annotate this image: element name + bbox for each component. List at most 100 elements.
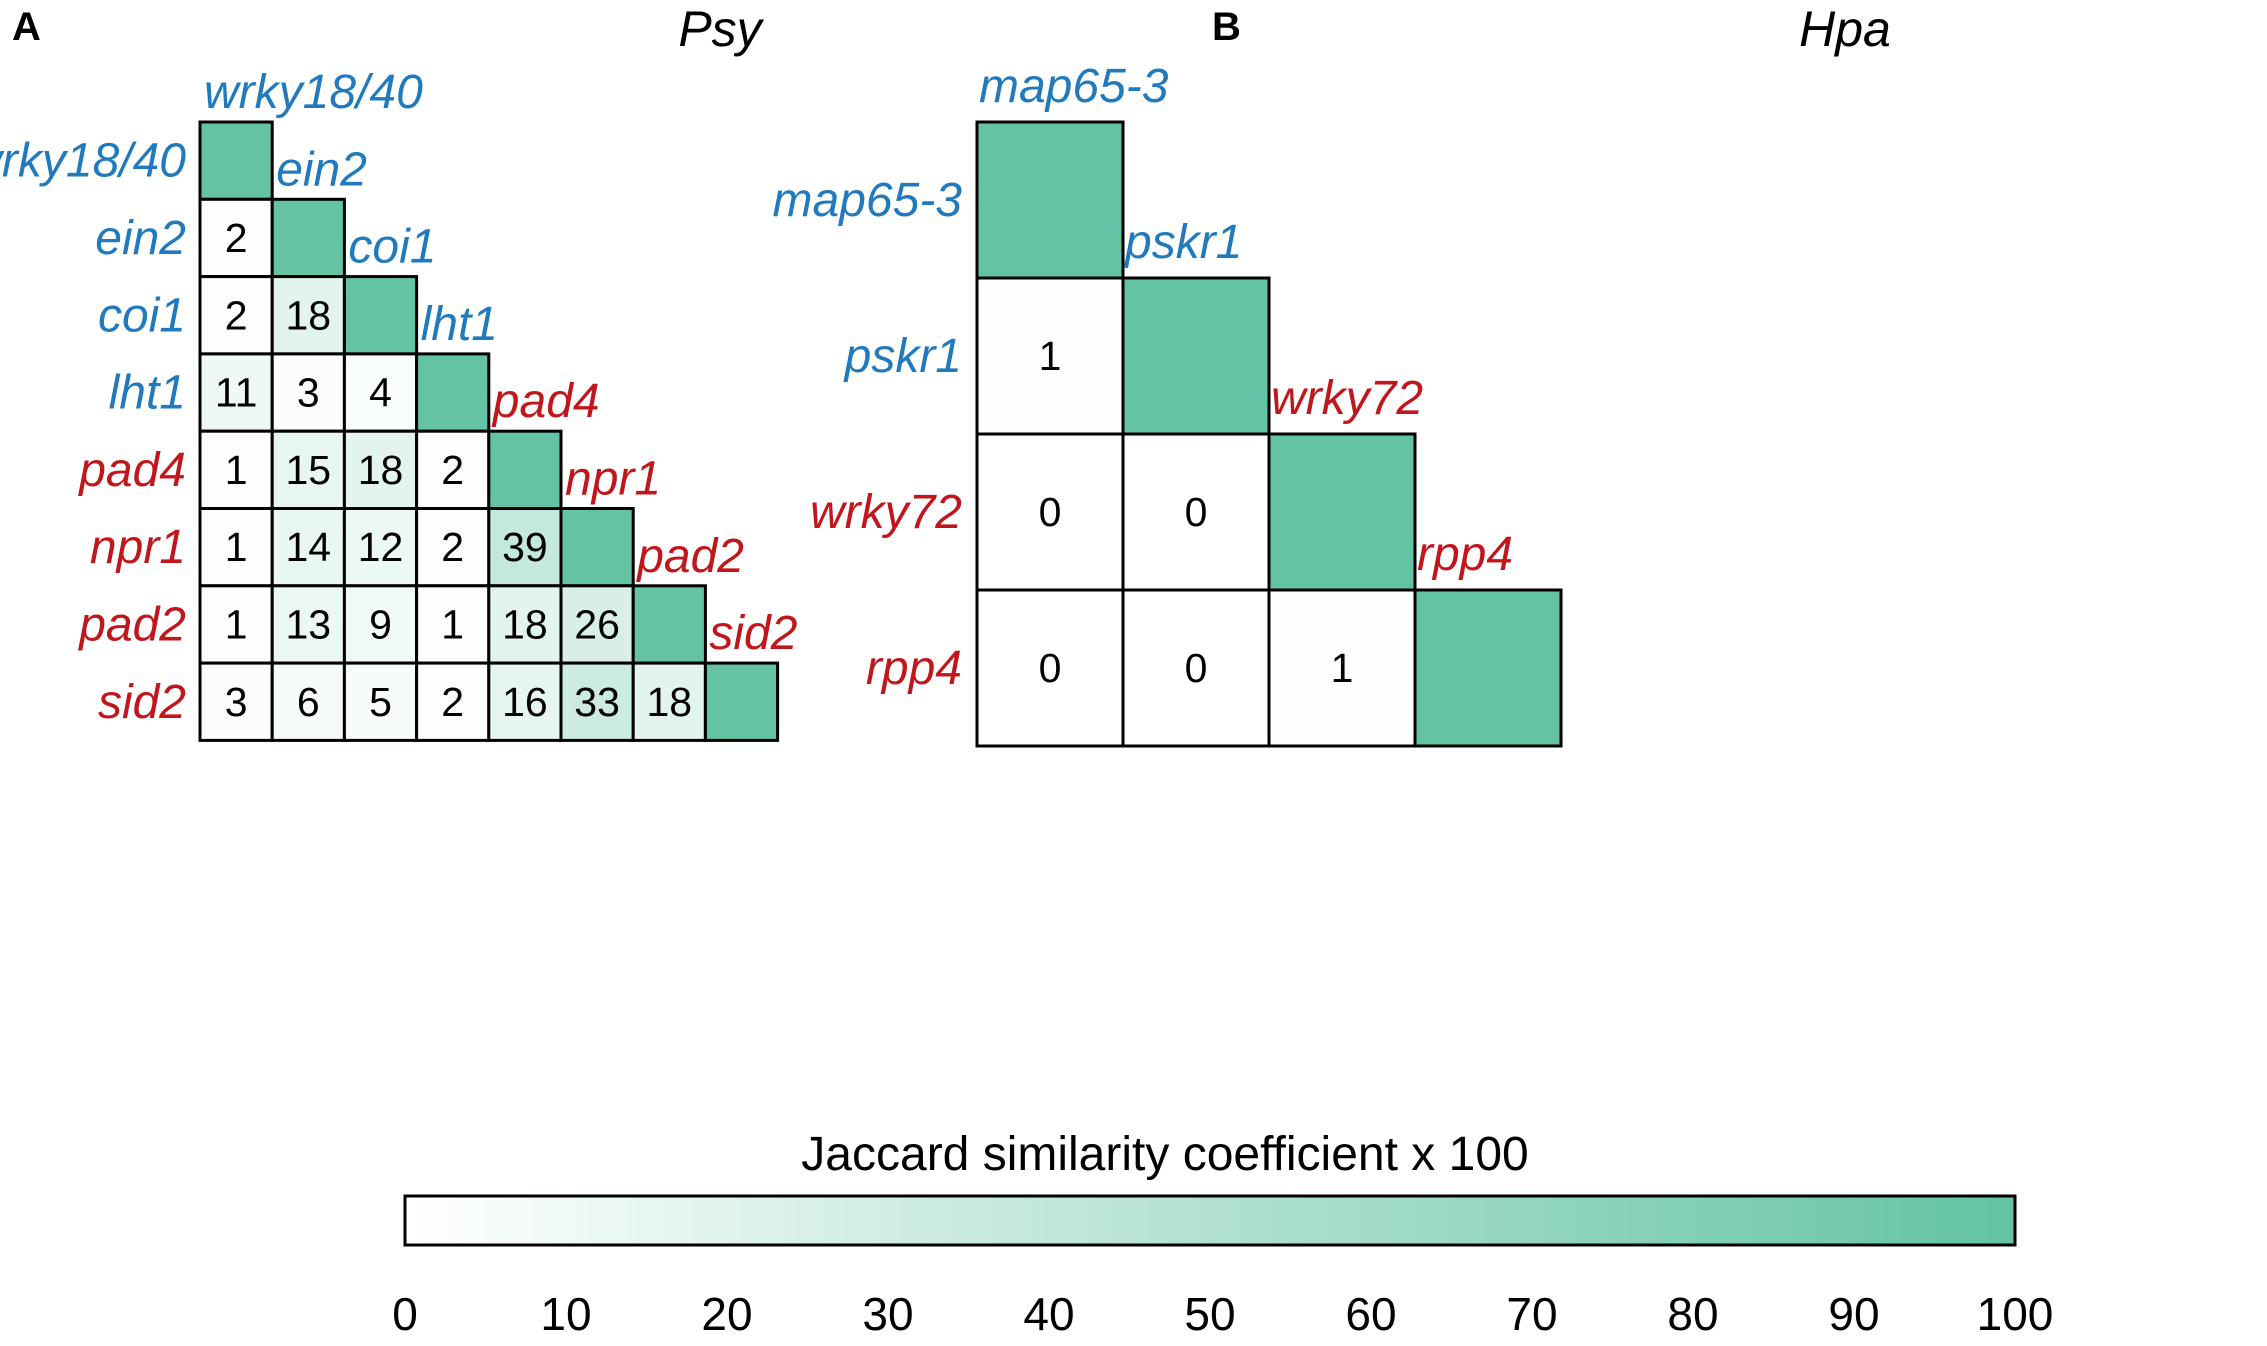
a-cell-2-2: [342, 275, 419, 356]
a-cell-7-7: [703, 661, 780, 742]
a-cell-4-3: [415, 429, 491, 511]
a-cell-3-3: [415, 352, 491, 433]
colorbar-tick-8: 80: [1667, 1288, 1718, 1340]
a-col-label-2: coi1: [348, 221, 436, 274]
b-cell-1-0: [975, 276, 1125, 436]
colorbar-tick-9: 90: [1828, 1288, 1879, 1340]
a-row-label-4: pad4: [77, 444, 186, 497]
a-cell-6-3: [415, 584, 491, 665]
a-cell-label-7-2: 5: [369, 679, 392, 725]
a-cell-4-4: [487, 429, 563, 511]
b-col-label-1: pskr1: [1123, 216, 1242, 269]
a-col-label-6: pad2: [635, 530, 744, 583]
a-row-label-2: coi1: [98, 289, 186, 342]
b-cell-3-3: [1413, 588, 1563, 748]
a-cell-label-2-0: 2: [225, 292, 248, 338]
a-cell-label-3-2: 4: [369, 370, 392, 416]
a-cell-label-5-0: 1: [225, 524, 248, 570]
a-cell-label-4-0: 1: [225, 447, 248, 493]
a-cell-label-6-4: 18: [502, 601, 548, 647]
a-cell-label-1-0: 2: [225, 215, 248, 261]
a-cell-label-4-1: 15: [285, 447, 331, 493]
a-cell-5-1: [270, 507, 346, 588]
a-cell-label-7-4: 16: [502, 679, 548, 725]
a-cell-0-0: [198, 120, 274, 201]
b-cell-2-1: [1121, 432, 1271, 592]
a-cell-label-3-1: 3: [297, 370, 320, 416]
a-cell-label-6-3: 1: [441, 601, 464, 647]
a-cell-6-1: [270, 584, 346, 665]
b-row-label-3: rpp4: [866, 642, 962, 695]
colorbar-tick-2: 20: [701, 1288, 752, 1340]
a-cell-6-5: [559, 584, 635, 665]
a-row-label-7: sid2: [98, 676, 186, 729]
a-cell-7-3: [415, 661, 491, 742]
b-cell-0-0: [975, 120, 1125, 280]
colorbar-tick-7: 70: [1506, 1288, 1557, 1340]
colorbar-tick-10: 100: [1977, 1288, 2054, 1340]
a-cell-label-7-0: 3: [225, 679, 248, 725]
a-cell-5-3: [415, 507, 491, 588]
a-row-label-6: pad2: [77, 598, 186, 651]
b-cell-label-3-1: 0: [1185, 645, 1208, 691]
a-cell-label-7-6: 18: [646, 679, 692, 725]
b-cell-3-2: [1267, 588, 1417, 748]
a-cell-1-1: [270, 197, 346, 279]
a-row-label-1: ein2: [95, 212, 186, 265]
panel-b-letter: B: [1212, 5, 1241, 49]
a-cell-label-5-2: 12: [358, 524, 404, 570]
panel-a-letter: A: [12, 5, 41, 49]
b-col-label-0: map65-3: [979, 60, 1169, 113]
a-row-label-3: lht1: [109, 367, 186, 420]
b-cell-2-2: [1267, 432, 1417, 592]
a-col-label-4: pad4: [491, 375, 600, 428]
a-col-label-5: npr1: [565, 453, 661, 506]
panel-b-title: Hpa: [1799, 1, 1891, 57]
a-cell-label-6-0: 1: [225, 601, 248, 647]
a-row-label-5: npr1: [90, 521, 186, 574]
colorbar-tick-1: 10: [540, 1288, 591, 1340]
a-col-label-7: sid2: [709, 607, 797, 660]
a-cell-6-4: [487, 584, 563, 665]
a-cell-3-2: [342, 352, 419, 433]
a-cell-label-4-3: 2: [441, 447, 464, 493]
a-cell-label-3-0: 11: [215, 370, 258, 416]
panel-b: B Hpa 1 0 0 0 0 1 map65-3 pskr1 wrky72 rpp4 map65-…: [773, 1, 1891, 748]
a-col-label-0: wrky18/40: [204, 66, 423, 119]
colorbar-tick-3: 30: [862, 1288, 913, 1340]
colorbar-tick-6: 60: [1345, 1288, 1396, 1340]
heatmap-b: 1 0 0 0 0 1 map65-3 pskr1 wrky72 rpp4 map65-3 pskr1…: [773, 60, 1563, 748]
b-cell-label-2-0: 0: [1039, 489, 1062, 535]
b-row-label-2: wrky72: [810, 486, 962, 539]
a-cell-label-6-2: 9: [369, 601, 392, 647]
a-cell-label-7-5: 33: [574, 679, 620, 725]
colorbar-tick-5: 50: [1184, 1288, 1235, 1340]
colorbar-tick-4: 40: [1023, 1288, 1074, 1340]
b-cell-1-1: [1121, 276, 1271, 436]
a-cell-label-4-2: 18: [358, 447, 404, 493]
a-cell-5-5: [559, 507, 635, 588]
a-cell-label-2-1: 18: [285, 292, 331, 338]
b-cell-label-3-2: 1: [1331, 645, 1354, 691]
b-col-label-3: rpp4: [1417, 528, 1513, 581]
colorbar: Jaccard similarity coefficient x 100 0 10…: [392, 1128, 2053, 1340]
a-row-label-0: wrky18/40: [0, 135, 186, 188]
b-cell-label-1-0: 1: [1039, 333, 1062, 379]
a-cell-7-5: [559, 661, 635, 742]
a-cell-label-5-4: 39: [502, 524, 548, 570]
a-col-label-1: ein2: [276, 143, 367, 196]
a-col-label-3: lht1: [421, 298, 498, 351]
a-cell-7-0: [198, 661, 274, 742]
b-cell-label-2-1: 0: [1185, 489, 1208, 535]
b-cell-label-3-0: 0: [1039, 645, 1062, 691]
b-col-label-2: wrky72: [1271, 372, 1423, 425]
colorbar-title: Jaccard similarity coefficient x 100: [801, 1128, 1528, 1181]
a-cell-label-6-1: 13: [285, 601, 331, 647]
b-row-label-1: pskr1: [843, 330, 962, 383]
a-cell-4-1: [270, 429, 346, 511]
a-cell-6-6: [631, 584, 707, 665]
b-row-label-0: map65-3: [773, 174, 963, 227]
a-cell-label-7-3: 2: [441, 679, 464, 725]
